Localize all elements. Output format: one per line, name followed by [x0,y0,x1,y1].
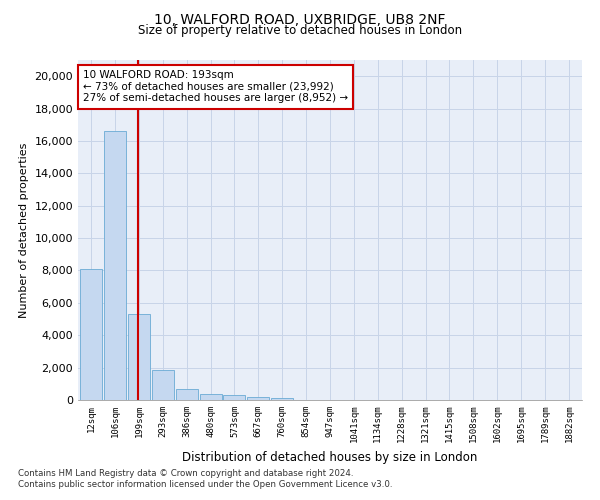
Bar [80,269,102,400]
Bar [176,388,197,400]
Text: Contains public sector information licensed under the Open Government Licence v3: Contains public sector information licen… [18,480,392,489]
Y-axis label: Number of detached properties: Number of detached properties [19,142,29,318]
Bar [271,398,293,400]
Bar [223,396,245,400]
X-axis label: Distribution of detached houses by size in London: Distribution of detached houses by size … [182,451,478,464]
Text: Contains HM Land Registry data © Crown copyright and database right 2024.: Contains HM Land Registry data © Crown c… [18,468,353,477]
Text: 10, WALFORD ROAD, UXBRIDGE, UB8 2NF: 10, WALFORD ROAD, UXBRIDGE, UB8 2NF [154,12,446,26]
Text: Size of property relative to detached houses in London: Size of property relative to detached ho… [138,24,462,37]
Text: 10 WALFORD ROAD: 193sqm
← 73% of detached houses are smaller (23,992)
27% of sem: 10 WALFORD ROAD: 193sqm ← 73% of detache… [83,70,348,103]
Bar [247,397,269,400]
Bar [200,394,221,400]
Bar [152,370,174,400]
Bar [128,314,150,400]
Bar [104,131,126,400]
